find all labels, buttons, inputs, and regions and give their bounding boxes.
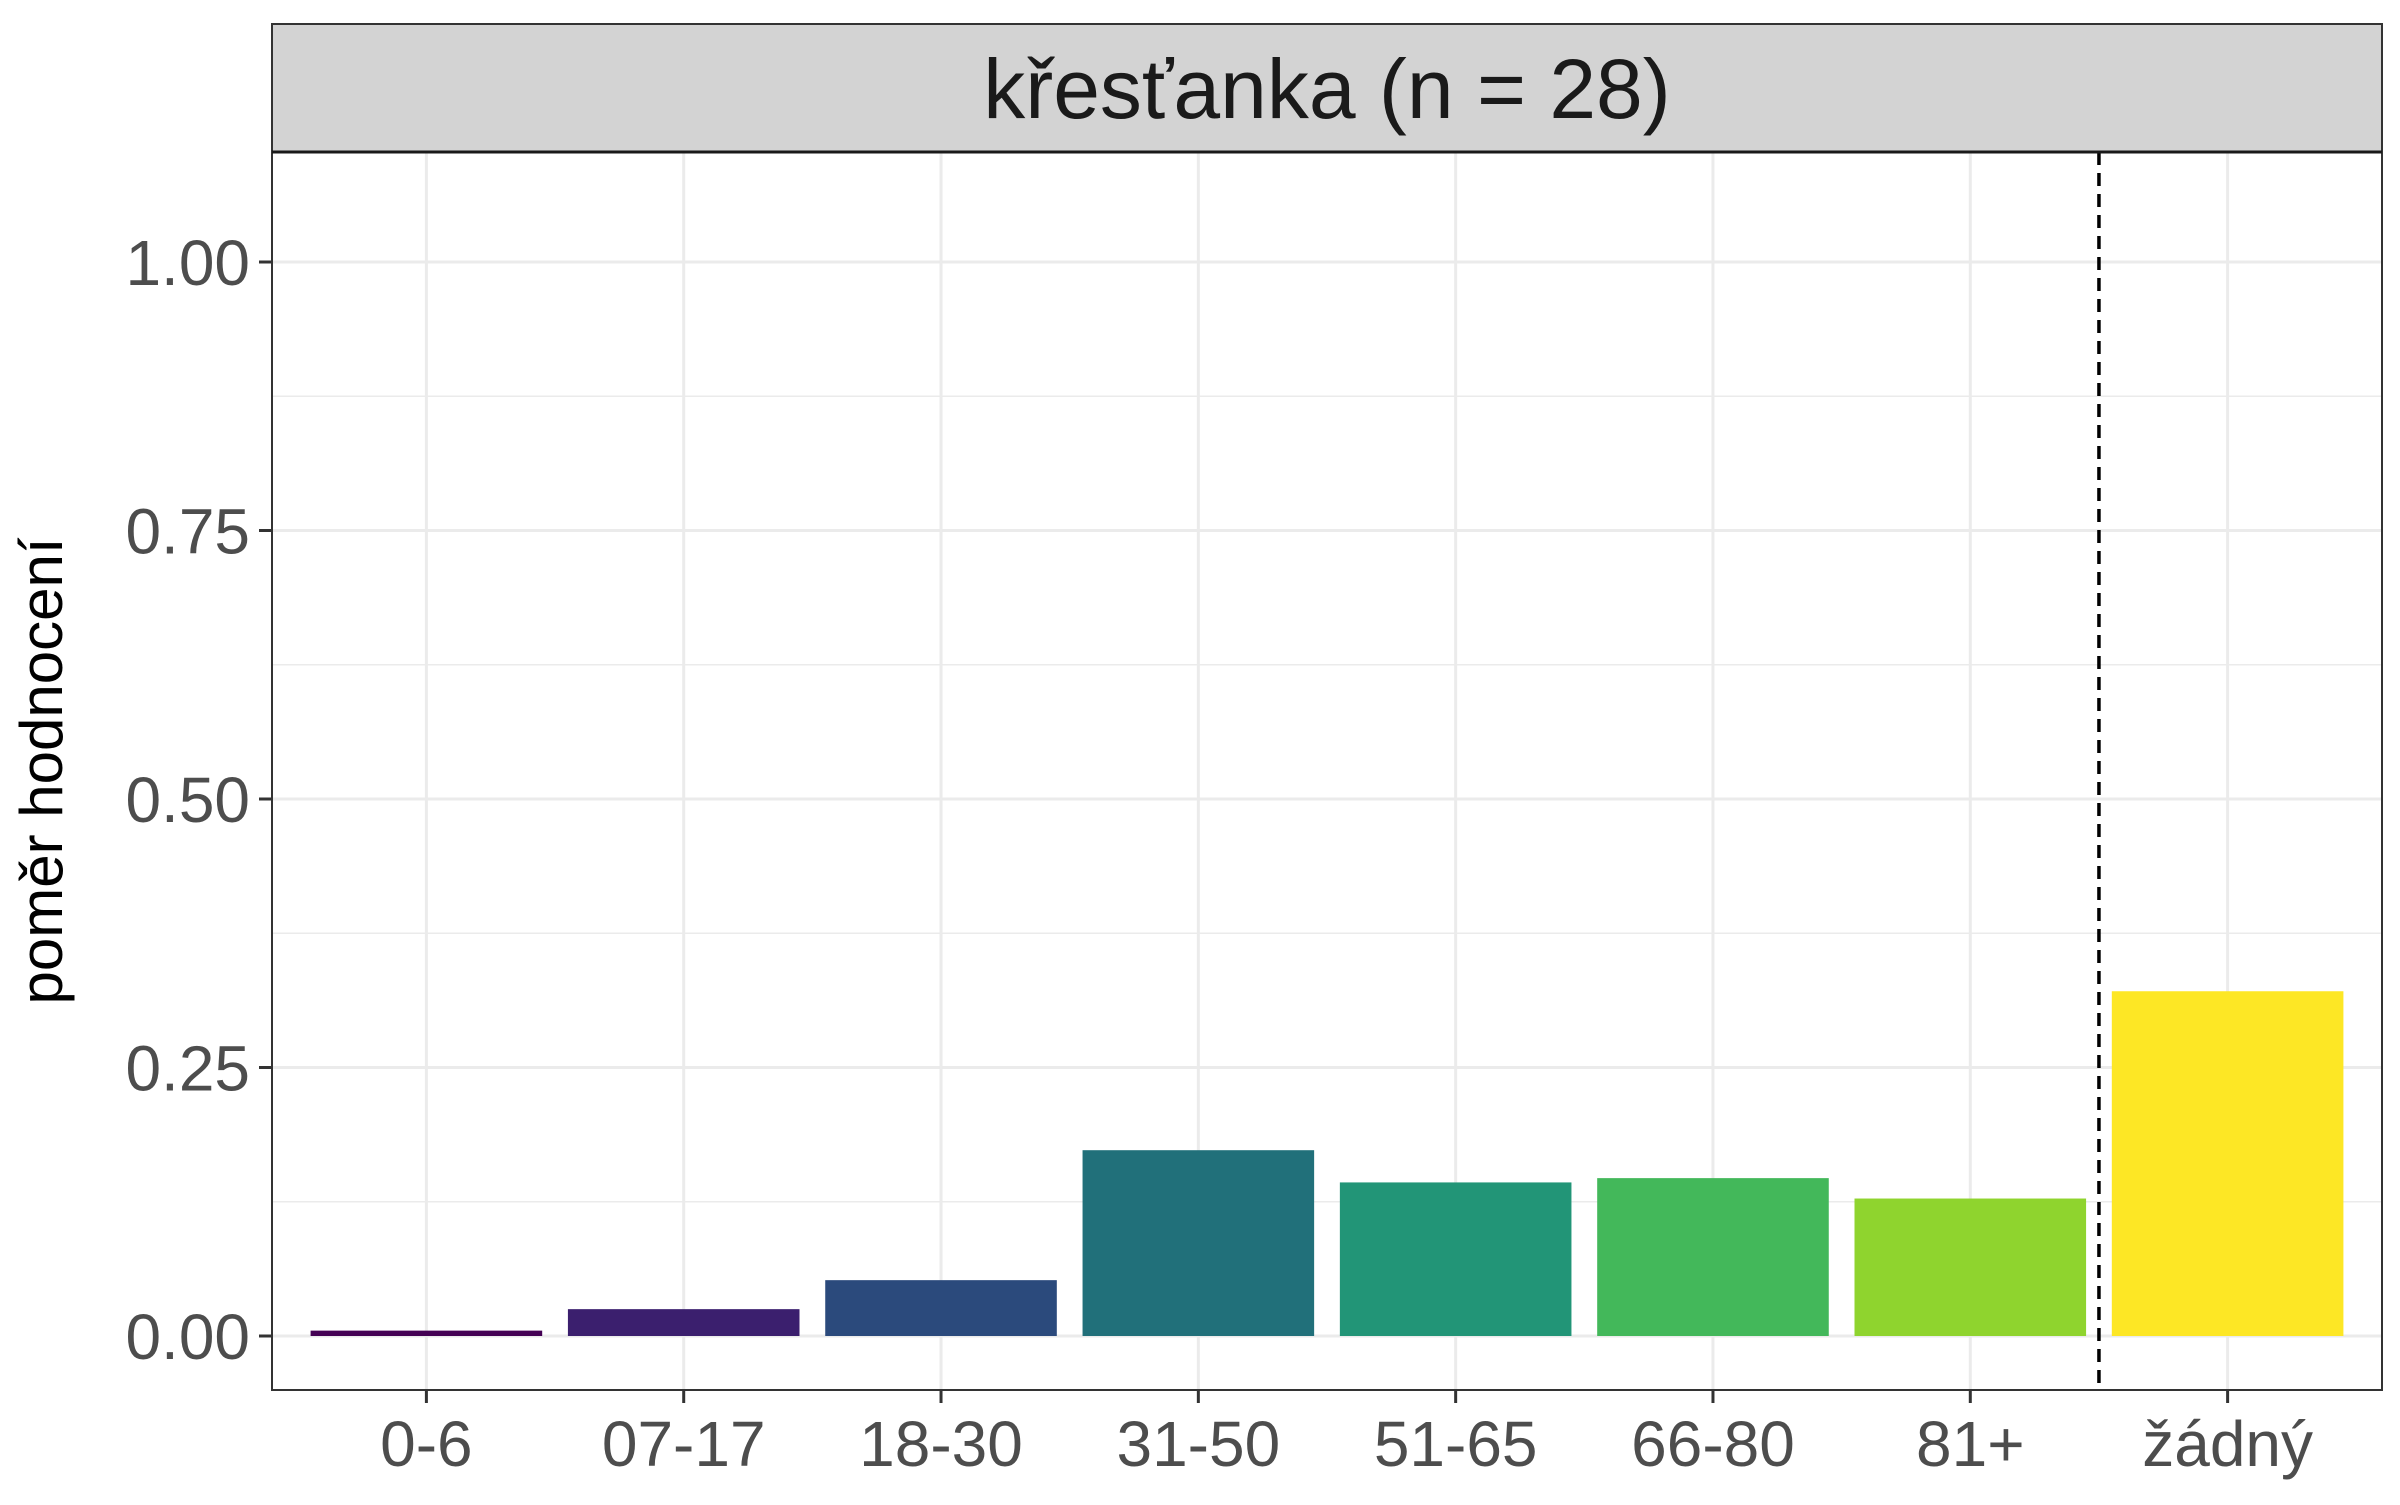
bar-66-80 (1597, 1178, 1829, 1336)
y-axis-label: poměr hodnocení (8, 537, 75, 1004)
y-tick-label: 0.75 (125, 496, 250, 568)
bar-81+ (1854, 1198, 2087, 1336)
x-tick-label: 0-6 (380, 1408, 473, 1480)
plot-background (272, 152, 2382, 1390)
major-gridlines (272, 152, 2382, 1390)
bar-51-65 (1339, 1182, 1572, 1336)
bar-žádný (2111, 991, 2344, 1336)
bar-31-50 (1082, 1150, 1315, 1336)
x-tick-label: 18-30 (859, 1408, 1023, 1480)
y-tick-label: 0.00 (125, 1301, 250, 1373)
x-tick-label: 81+ (1916, 1408, 2025, 1480)
bar-18-30 (825, 1280, 1057, 1336)
bar-07-17 (567, 1309, 800, 1336)
x-axis: 0-6 07-17 18-30 31-50 51-65 66-80 81+ žádný (380, 1390, 2313, 1480)
y-axis: 0.00 0.25 0.50 0.75 1.00 (125, 227, 272, 1373)
bar-0-6 (310, 1330, 543, 1336)
y-tick-label: 1.00 (125, 227, 250, 299)
facet-strip (271, 23, 2383, 153)
x-tick-label: 66-80 (1631, 1408, 1795, 1480)
bars (310, 991, 2344, 1336)
x-tick-label: 51-65 (1374, 1408, 1538, 1480)
y-tick-label: 0.25 (125, 1033, 250, 1105)
x-tick-label: žádný (2142, 1408, 2313, 1480)
facet-title: křesťanka (n = 28) (983, 42, 1671, 136)
x-tick-label: 31-50 (1116, 1408, 1280, 1480)
y-tick-label: 0.50 (125, 764, 250, 836)
x-tick-label: 07-17 (602, 1408, 766, 1480)
